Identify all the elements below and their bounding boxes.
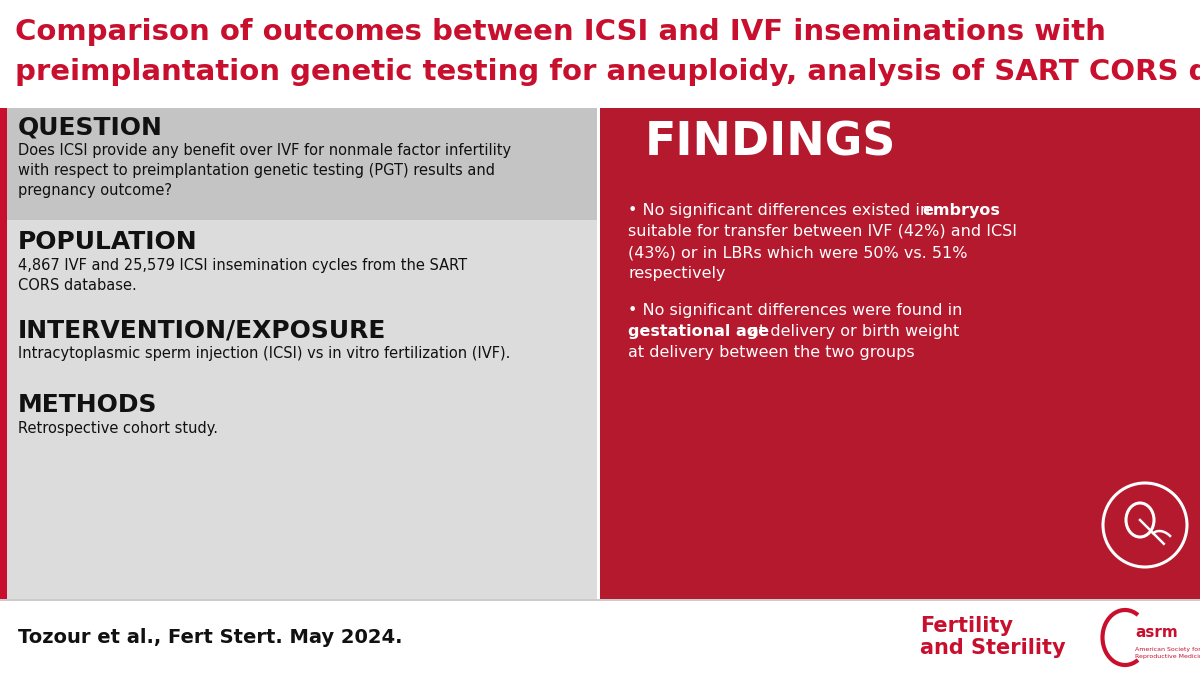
Text: respectively: respectively: [628, 266, 726, 281]
Text: Intracytoplasmic sperm injection (ICSI) vs in vitro fertilization (IVF).: Intracytoplasmic sperm injection (ICSI) …: [18, 346, 510, 361]
Text: QUESTION: QUESTION: [18, 116, 163, 140]
Bar: [0, 108, 7, 220]
Bar: [0, 220, 598, 600]
Text: (43%) or in LBRs which were 50% vs. 51%: (43%) or in LBRs which were 50% vs. 51%: [628, 245, 967, 260]
Bar: [0, 0, 1200, 108]
Text: POPULATION: POPULATION: [18, 230, 198, 254]
Text: and Sterility: and Sterility: [920, 639, 1066, 659]
Text: asrm: asrm: [1135, 625, 1177, 640]
Text: • No significant differences existed in: • No significant differences existed in: [628, 203, 935, 218]
Text: embryos: embryos: [922, 203, 1000, 218]
Text: 4,867 IVF and 25,579 ICSI insemination cycles from the SART
CORS database.: 4,867 IVF and 25,579 ICSI insemination c…: [18, 258, 467, 293]
Bar: [600, 108, 1200, 600]
Text: at delivery or birth weight: at delivery or birth weight: [744, 324, 959, 339]
Text: INTERVENTION/EXPOSURE: INTERVENTION/EXPOSURE: [18, 318, 386, 342]
Text: FINDINGS: FINDINGS: [646, 120, 896, 165]
Text: American Society for
Reproductive Medicine: American Society for Reproductive Medici…: [1135, 647, 1200, 659]
Text: gestational age: gestational age: [628, 324, 769, 339]
Text: suitable for transfer between IVF (42%) and ICSI: suitable for transfer between IVF (42%) …: [628, 224, 1018, 239]
Bar: [0, 600, 1200, 675]
Text: Does ICSI provide any benefit over IVF for nonmale factor infertility
with respe: Does ICSI provide any benefit over IVF f…: [18, 143, 511, 198]
Text: • No significant differences were found in: • No significant differences were found …: [628, 303, 962, 318]
Bar: [0, 108, 598, 220]
Bar: [0, 220, 7, 600]
Text: METHODS: METHODS: [18, 393, 157, 417]
Text: Retrospective cohort study.: Retrospective cohort study.: [18, 421, 218, 436]
Text: preimplantation genetic testing for aneuploidy, analysis of SART CORS data: preimplantation genetic testing for aneu…: [14, 58, 1200, 86]
Bar: [0, 599, 1200, 601]
Text: at delivery between the two groups: at delivery between the two groups: [628, 345, 914, 360]
Text: Comparison of outcomes between ICSI and IVF inseminations with: Comparison of outcomes between ICSI and …: [14, 18, 1106, 46]
Text: Tozour et al., Fert Stert. May 2024.: Tozour et al., Fert Stert. May 2024.: [18, 628, 402, 647]
Text: Fertility: Fertility: [920, 616, 1013, 637]
